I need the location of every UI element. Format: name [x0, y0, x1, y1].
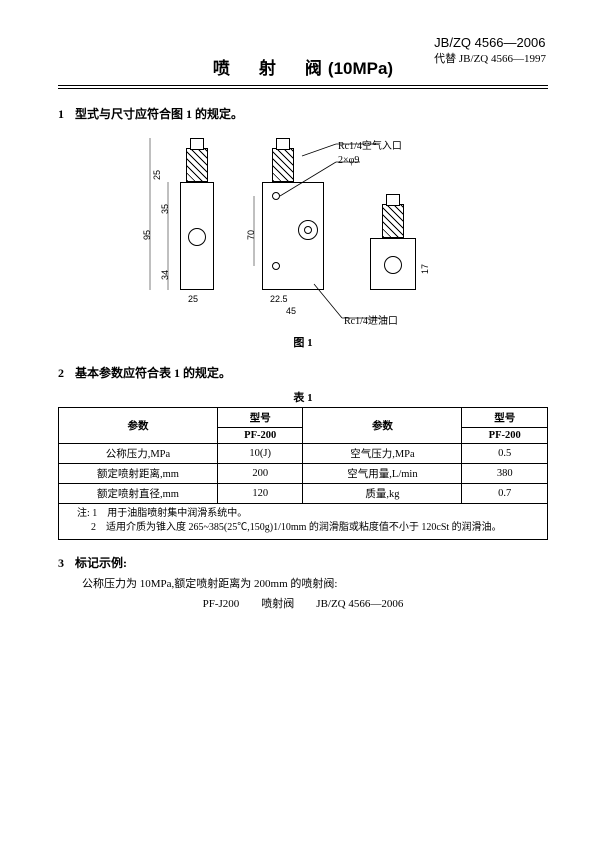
- cell-value: 0.5: [462, 443, 548, 463]
- standard-code: JB/ZQ 4566—2006: [434, 34, 546, 52]
- cell-param: 额定喷射距离,mm: [59, 463, 218, 483]
- callout-oil-inlet: Rc1/4进油口: [344, 312, 398, 327]
- th-model-right: 型号: [462, 407, 548, 427]
- figure-1-caption: 图 1: [58, 334, 548, 350]
- section-3-text: 标记示例:: [75, 556, 127, 570]
- section-2-num: 2: [58, 366, 72, 381]
- title-rule-light: [58, 88, 548, 89]
- cell-value: 200: [217, 463, 303, 483]
- title-rule-heavy: [58, 85, 548, 86]
- section-2-text: 基本参数应符合表 1 的规定。: [75, 366, 231, 380]
- title-paren: (10MPa): [328, 59, 393, 78]
- cell-value: 0.7: [462, 483, 548, 503]
- note-1: 注: 1 用于油脂喷射集中润滑系统中。: [77, 507, 541, 522]
- th-model-left: 型号: [217, 407, 303, 427]
- title-main: 喷 射 阀: [213, 59, 328, 78]
- example-line-2: PF-J200 喷射阀 JB/ZQ 4566—2006: [58, 595, 548, 611]
- table-1-caption: 表 1: [58, 389, 548, 405]
- table-1-notes: 注: 1 用于油脂喷射集中润滑系统中。 2 适用介质为锥入度 265~385(2…: [58, 504, 548, 540]
- section-2-heading: 2 基本参数应符合表 1 的规定。: [58, 364, 548, 381]
- table-row: 额定喷射距离,mm 200 空气用量,L/min 380: [59, 463, 548, 483]
- cell-param: 质量,kg: [303, 483, 462, 503]
- superseded-code: 代替 JB/ZQ 4566—1997: [434, 52, 546, 67]
- cell-param: 空气压力,MPa: [303, 443, 462, 463]
- th-model-val-left: PF-200: [217, 427, 303, 443]
- cell-param: 额定喷射直径,mm: [59, 483, 218, 503]
- cell-value: 10(J): [217, 443, 303, 463]
- figure-1-drawing: 25 35 95 34 25 70 22.5 45 17: [138, 134, 468, 332]
- section-3-heading: 3 标记示例:: [58, 554, 548, 571]
- cell-value: 120: [217, 483, 303, 503]
- section-3-num: 3: [58, 556, 72, 571]
- cell-value: 380: [462, 463, 548, 483]
- th-model-val-right: PF-200: [462, 427, 548, 443]
- callout-holes: 2×φ9: [338, 155, 359, 166]
- cell-param: 公称压力,MPa: [59, 443, 218, 463]
- th-param-right: 参数: [303, 407, 462, 443]
- th-param-left: 参数: [59, 407, 218, 443]
- cell-param: 空气用量,L/min: [303, 463, 462, 483]
- section-1-num: 1: [58, 107, 72, 122]
- note-2: 2 适用介质为锥入度 265~385(25℃,150g)1/10mm 的润滑脂或…: [77, 521, 541, 536]
- table-1: 参数 型号 参数 型号 PF-200 PF-200 公称压力,MPa 10(J)…: [58, 407, 548, 504]
- callout-air-inlet: Rc1/4空气入口: [338, 137, 402, 152]
- section-1-text: 型式与尺寸应符合图 1 的规定。: [75, 107, 243, 121]
- section-1-heading: 1 型式与尺寸应符合图 1 的规定。: [58, 105, 548, 122]
- table-row: 额定喷射直径,mm 120 质量,kg 0.7: [59, 483, 548, 503]
- table-row: 公称压力,MPa 10(J) 空气压力,MPa 0.5: [59, 443, 548, 463]
- example-line-1: 公称压力为 10MPa,额定喷射距离为 200mm 的喷射阀:: [82, 575, 548, 594]
